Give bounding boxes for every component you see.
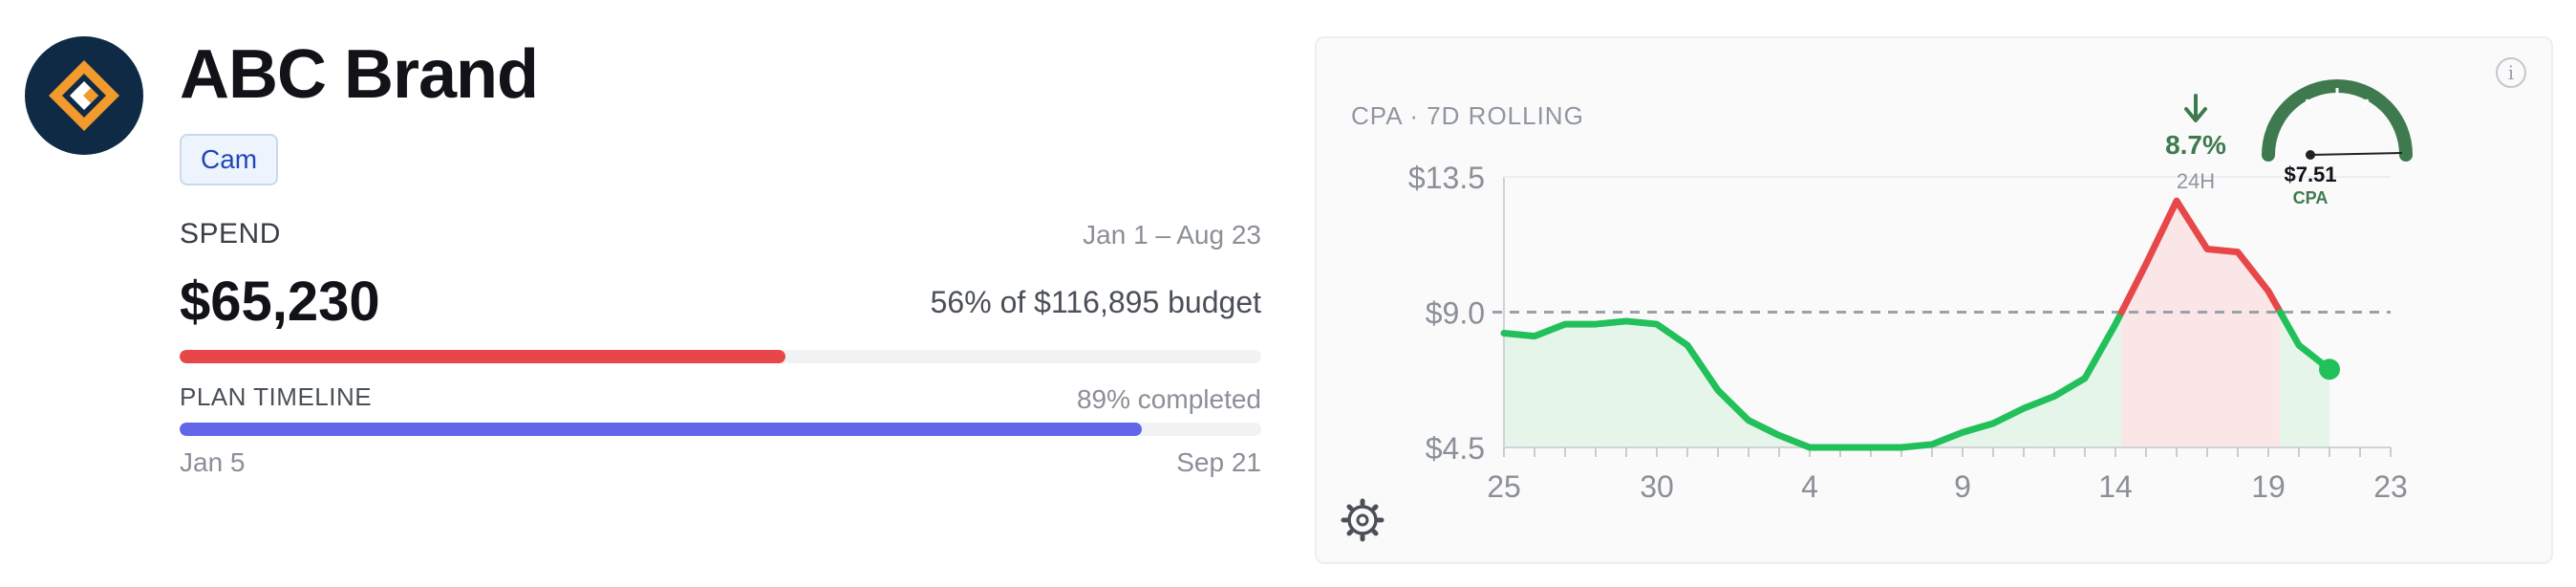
change-period: 24H xyxy=(2177,169,2215,193)
timeline-progress-fill xyxy=(180,423,1143,436)
chart-title: CPA · 7D ROLLING xyxy=(1351,101,1584,130)
x-tick-label: 4 xyxy=(1801,469,1818,504)
info-icon[interactable]: i xyxy=(2496,57,2526,88)
x-tick-label: 25 xyxy=(1487,469,1521,504)
area-fill-1 xyxy=(2121,201,2281,447)
x-tick-label: 14 xyxy=(2098,469,2133,504)
spend-progress-bar xyxy=(180,350,1261,363)
x-tick-label: 23 xyxy=(2373,469,2408,504)
y-tick-label: $9.0 xyxy=(1426,296,1485,331)
y-tick-label: $13.5 xyxy=(1408,161,1485,195)
change-value: 8.7% xyxy=(2165,130,2226,160)
cpa-line-segment-0 xyxy=(1500,309,2125,451)
timeline-label: PLAN TIMELINE xyxy=(180,382,373,411)
brand-tag[interactable]: Cam xyxy=(180,134,279,185)
cpa-line-segment-1 xyxy=(2117,197,2284,315)
area-fill-0 xyxy=(1504,312,2122,447)
change-indicator: 8.7% 24H xyxy=(2165,94,2226,193)
timeline-end: Sep 21 xyxy=(1176,447,1261,477)
y-tick-label: $4.5 xyxy=(1426,431,1485,466)
cpa-gauge: $7.51 CPA xyxy=(2262,79,2413,207)
timeline-start: Jan 5 xyxy=(180,447,246,477)
spend-progress-fill xyxy=(180,350,785,363)
x-tick-label: 9 xyxy=(1954,469,1971,504)
latest-point xyxy=(2319,359,2340,380)
gear-icon[interactable] xyxy=(1341,498,1385,542)
spend-date-range: Jan 1 – Aug 23 xyxy=(1083,220,1261,250)
cpa-chart-card: i CPA · 7D ROLLING $13.5 $9.0 $4.5 25 30 4 9 1… xyxy=(1315,36,2553,564)
gauge-label: CPA xyxy=(2293,188,2329,207)
gauge-needle xyxy=(2309,152,2403,156)
budget-text: 56% of $116,895 budget xyxy=(930,285,1261,319)
gauge-arc xyxy=(2262,79,2413,162)
spend-amount: $65,230 xyxy=(180,271,380,333)
area-fill-2 xyxy=(2280,312,2329,447)
x-tick-label: 19 xyxy=(2251,469,2286,504)
timeline-completed: 89% completed xyxy=(1076,384,1261,414)
gauge-value: $7.51 xyxy=(2284,163,2336,186)
x-tick-label: 30 xyxy=(1640,469,1674,504)
cpa-line-chart: $13.5 $9.0 $4.5 25 30 4 9 14 19 23 8.7% 24H $7.5… xyxy=(1341,79,2413,542)
brand-logo xyxy=(25,36,143,155)
brand-name: ABC Brand xyxy=(180,36,539,113)
spend-label: SPEND xyxy=(180,218,281,250)
diamond-logo-icon xyxy=(49,60,119,131)
timeline-progress-bar xyxy=(180,423,1261,436)
cpa-line-segment-2 xyxy=(2276,309,2333,373)
down-arrow-icon xyxy=(2184,94,2207,122)
